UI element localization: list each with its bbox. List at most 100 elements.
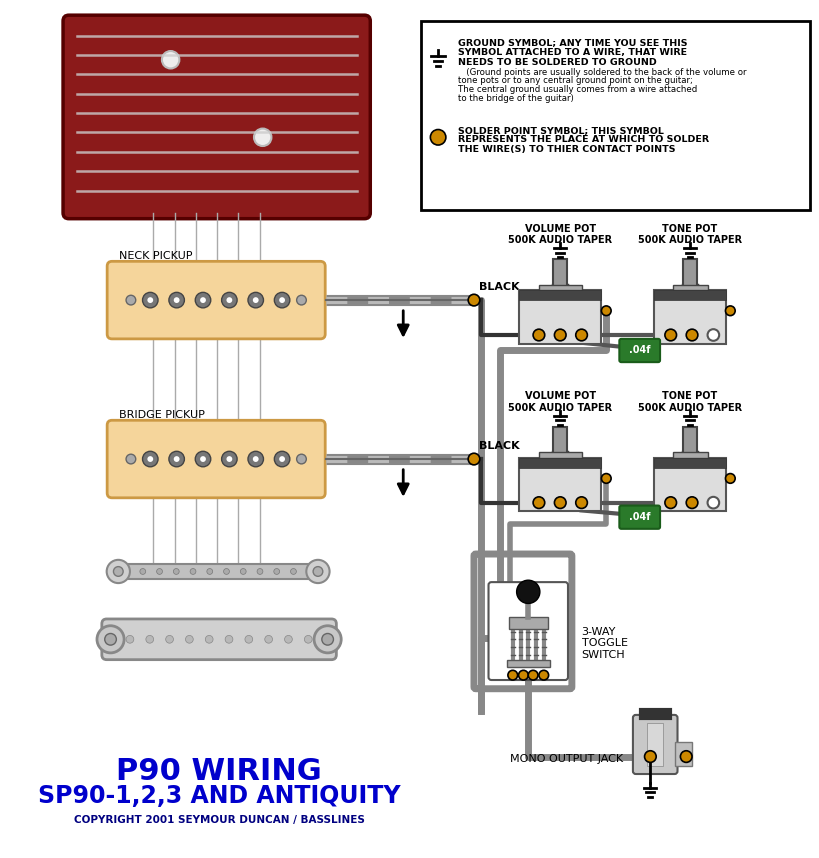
- Bar: [507, 660, 550, 668]
- Text: VOLUME POT: VOLUME POT: [525, 391, 595, 402]
- Circle shape: [143, 451, 158, 467]
- FancyBboxPatch shape: [63, 15, 370, 219]
- Text: tone pots or to any central ground point on the guitar;: tone pots or to any central ground point…: [458, 76, 692, 85]
- Circle shape: [165, 636, 174, 644]
- Text: .04f: .04f: [629, 512, 650, 523]
- Circle shape: [279, 297, 285, 303]
- Circle shape: [314, 625, 342, 653]
- Circle shape: [140, 569, 146, 574]
- Circle shape: [147, 297, 153, 303]
- FancyBboxPatch shape: [107, 262, 325, 339]
- Circle shape: [240, 569, 247, 574]
- Bar: [539, 452, 581, 458]
- Circle shape: [508, 670, 518, 680]
- Text: SYMBOL ATTACHED TO A WIRE, THAT WIRE: SYMBOL ATTACHED TO A WIRE, THAT WIRE: [458, 48, 686, 57]
- Text: NECK PICKUP: NECK PICKUP: [120, 251, 192, 262]
- Circle shape: [430, 130, 446, 145]
- Circle shape: [313, 566, 323, 577]
- Circle shape: [306, 559, 329, 583]
- Circle shape: [222, 451, 238, 467]
- Circle shape: [227, 297, 233, 303]
- Text: THE WIRE(S) TO THIER CONTACT POINTS: THE WIRE(S) TO THIER CONTACT POINTS: [458, 145, 675, 154]
- Circle shape: [307, 569, 313, 574]
- Circle shape: [296, 454, 306, 464]
- Circle shape: [576, 329, 587, 341]
- FancyBboxPatch shape: [633, 715, 677, 774]
- Circle shape: [195, 451, 210, 467]
- Text: 3-WAY
TOGGLE
SWITCH: 3-WAY TOGGLE SWITCH: [581, 626, 627, 660]
- Circle shape: [190, 569, 196, 574]
- Bar: [539, 285, 581, 290]
- Bar: [654, 290, 726, 344]
- Bar: [519, 290, 601, 300]
- Circle shape: [97, 625, 124, 653]
- Circle shape: [274, 293, 290, 308]
- Bar: [554, 259, 567, 287]
- Circle shape: [601, 474, 611, 483]
- Circle shape: [200, 456, 206, 462]
- Text: to the bridge of the guitar): to the bridge of the guitar): [458, 94, 573, 103]
- FancyBboxPatch shape: [102, 619, 337, 660]
- Text: 500K AUDIO TAPER: 500K AUDIO TAPER: [638, 403, 742, 413]
- Circle shape: [174, 569, 179, 574]
- Bar: [509, 617, 548, 629]
- Circle shape: [200, 297, 206, 303]
- Text: VOLUME POT: VOLUME POT: [525, 224, 595, 233]
- Circle shape: [284, 636, 292, 644]
- Bar: [648, 722, 663, 766]
- Circle shape: [126, 636, 133, 644]
- Circle shape: [222, 293, 238, 308]
- Bar: [683, 259, 697, 287]
- Circle shape: [708, 329, 719, 341]
- Bar: [519, 458, 601, 511]
- Text: REPRESENTS THE PLACE AT WHICH TO SOLDER: REPRESENTS THE PLACE AT WHICH TO SOLDER: [458, 136, 708, 144]
- Circle shape: [686, 497, 698, 509]
- Text: SP90-1,2,3 AND ANTIQUITY: SP90-1,2,3 AND ANTIQUITY: [38, 784, 400, 808]
- Circle shape: [253, 456, 259, 462]
- Bar: [672, 452, 708, 458]
- Bar: [519, 458, 601, 468]
- Circle shape: [207, 569, 213, 574]
- Circle shape: [162, 51, 179, 69]
- Circle shape: [156, 569, 162, 574]
- Circle shape: [245, 636, 253, 644]
- Circle shape: [169, 451, 184, 467]
- FancyBboxPatch shape: [619, 505, 660, 529]
- FancyBboxPatch shape: [107, 420, 325, 498]
- Bar: [115, 564, 322, 579]
- Circle shape: [224, 569, 229, 574]
- Text: The central ground usually comes from a wire attached: The central ground usually comes from a …: [458, 85, 697, 94]
- Circle shape: [533, 329, 545, 341]
- Bar: [683, 427, 697, 454]
- Circle shape: [726, 474, 735, 483]
- Circle shape: [174, 297, 179, 303]
- Text: TONE POT: TONE POT: [663, 391, 717, 402]
- Circle shape: [274, 569, 279, 574]
- Circle shape: [143, 293, 158, 308]
- Circle shape: [708, 497, 719, 509]
- Circle shape: [146, 636, 154, 644]
- Circle shape: [665, 497, 676, 509]
- Polygon shape: [675, 742, 692, 766]
- Circle shape: [248, 451, 264, 467]
- Text: COPYRIGHT 2001 SEYMOUR DUNCAN / BASSLINES: COPYRIGHT 2001 SEYMOUR DUNCAN / BASSLINE…: [74, 814, 364, 825]
- Circle shape: [681, 751, 692, 763]
- Text: TONE POT: TONE POT: [663, 224, 717, 233]
- Text: 500K AUDIO TAPER: 500K AUDIO TAPER: [638, 235, 742, 245]
- Circle shape: [274, 451, 290, 467]
- Circle shape: [279, 456, 285, 462]
- FancyBboxPatch shape: [619, 339, 660, 362]
- Bar: [654, 290, 726, 300]
- Circle shape: [169, 293, 184, 308]
- Text: P90 WIRING: P90 WIRING: [116, 757, 322, 786]
- Circle shape: [114, 566, 123, 577]
- Circle shape: [248, 293, 264, 308]
- Circle shape: [726, 306, 735, 316]
- Text: NEEDS TO BE SOLDERED TO GROUND: NEEDS TO BE SOLDERED TO GROUND: [458, 57, 656, 67]
- Circle shape: [601, 306, 611, 316]
- Text: BLACK: BLACK: [479, 282, 519, 293]
- Circle shape: [126, 454, 136, 464]
- Bar: [654, 458, 726, 468]
- Text: (Ground points are usually soldered to the back of the volume or: (Ground points are usually soldered to t…: [458, 68, 746, 76]
- Bar: [519, 290, 601, 344]
